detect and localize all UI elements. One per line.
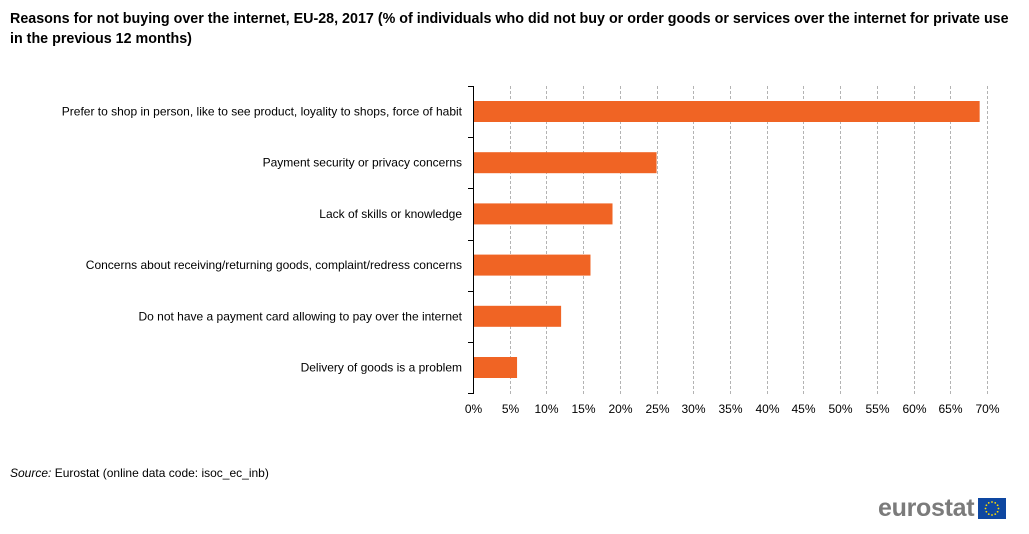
x-tick-label: 40% [755,402,779,416]
x-tick-label: 25% [645,402,669,416]
bar [474,203,613,225]
grid-lines [510,86,988,394]
source-note: Source: Eurostat (online data code: isoc… [10,466,269,480]
category-label: Delivery of goods is a problem [301,361,462,375]
x-tick-label: 50% [828,402,852,416]
flag-star [991,500,994,503]
category-labels: Prefer to shop in person, like to see pr… [62,105,463,375]
x-tick-label: 20% [608,402,632,416]
x-tick-label: 55% [865,402,889,416]
bar [474,305,562,327]
x-tick-label: 10% [534,402,558,416]
category-label: Lack of skills or knowledge [319,207,462,221]
flag-star [994,512,997,515]
flag-star [985,510,988,513]
flag-star [994,501,997,504]
axes [468,86,474,394]
x-tick-label: 70% [975,402,999,416]
flag-star [985,503,988,506]
source-label: Source: [10,466,52,480]
flag-star [988,501,990,504]
x-tick-label: 45% [791,402,815,416]
x-tick-label: 60% [902,402,926,416]
category-label: Concerns about receiving/returning goods… [86,258,462,272]
x-tick-label: 35% [718,402,742,416]
category-label: Prefer to shop in person, like to see pr… [62,105,463,119]
x-tick-labels: 0% 5% 10% 15% 20% 25% 30% 35% 40% 45% 50% 55% 60% 65%… [465,402,1000,416]
flag-star [997,507,1000,509]
category-label: Do not have a payment card allowing to p… [138,309,462,323]
flag-star [996,510,999,513]
x-tick-label: 65% [938,402,962,416]
source-text: Eurostat (online data code: isoc_ec_inb) [54,466,269,480]
x-tick-label: 30% [681,402,705,416]
bar [474,101,980,122]
bars [474,101,980,378]
bar [474,152,657,174]
eurostat-logo: eurostat [878,494,1007,522]
bar [474,357,518,378]
flag-star [988,512,990,515]
x-tick-label: 15% [571,402,595,416]
eurostat-logo-text: eurostat [878,494,975,522]
category-label: Payment security or privacy concerns [263,156,462,170]
flag-star [991,513,994,516]
eu-flag-icon [978,497,1007,519]
chart-title: Reasons for not buying over the internet… [10,11,1009,47]
flag-star [984,507,987,509]
bar [474,254,591,276]
flag-star [996,503,999,506]
x-tick-label: 5% [502,402,520,416]
x-tick-label: 0% [465,402,483,416]
